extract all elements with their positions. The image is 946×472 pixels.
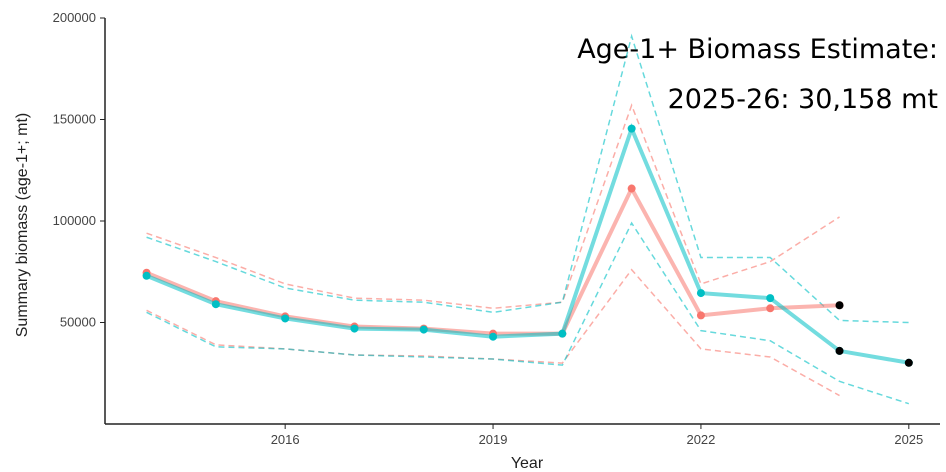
point — [696, 311, 705, 320]
y-axis-title: Summary biomass (age-1+; mt) — [14, 113, 31, 338]
point — [627, 124, 636, 133]
point — [766, 304, 775, 313]
annotation: Age-1+ Biomass Estimate: — [577, 34, 938, 65]
series-line — [145, 122, 910, 365]
y-tick-label: 200000 — [53, 10, 96, 25]
point — [696, 289, 705, 298]
point — [350, 324, 359, 333]
point — [142, 271, 151, 280]
point — [766, 294, 775, 303]
y-tick-label: 50000 — [60, 315, 96, 330]
y-tick-label: 150000 — [53, 112, 96, 127]
highlight-point — [904, 358, 913, 367]
lower-bound — [146, 221, 910, 405]
y-tick-label: 100000 — [53, 213, 96, 228]
x-axis-title: Year — [511, 455, 544, 472]
x-tick-label: 2019 — [479, 432, 508, 447]
x-tick-label: 2025 — [894, 432, 923, 447]
point — [419, 325, 428, 334]
annotation: 2025-26: 30,158 mt — [668, 84, 938, 115]
point — [627, 184, 636, 193]
x-tick-label: 2022 — [686, 432, 715, 447]
point — [211, 300, 220, 309]
point — [489, 332, 498, 341]
point — [558, 329, 567, 338]
x-tick-label: 2016 — [271, 432, 300, 447]
upper-bound — [146, 103, 840, 310]
highlight-point — [835, 346, 844, 355]
point — [281, 314, 290, 323]
highlight-point — [835, 301, 844, 310]
upper-bound — [146, 33, 909, 324]
